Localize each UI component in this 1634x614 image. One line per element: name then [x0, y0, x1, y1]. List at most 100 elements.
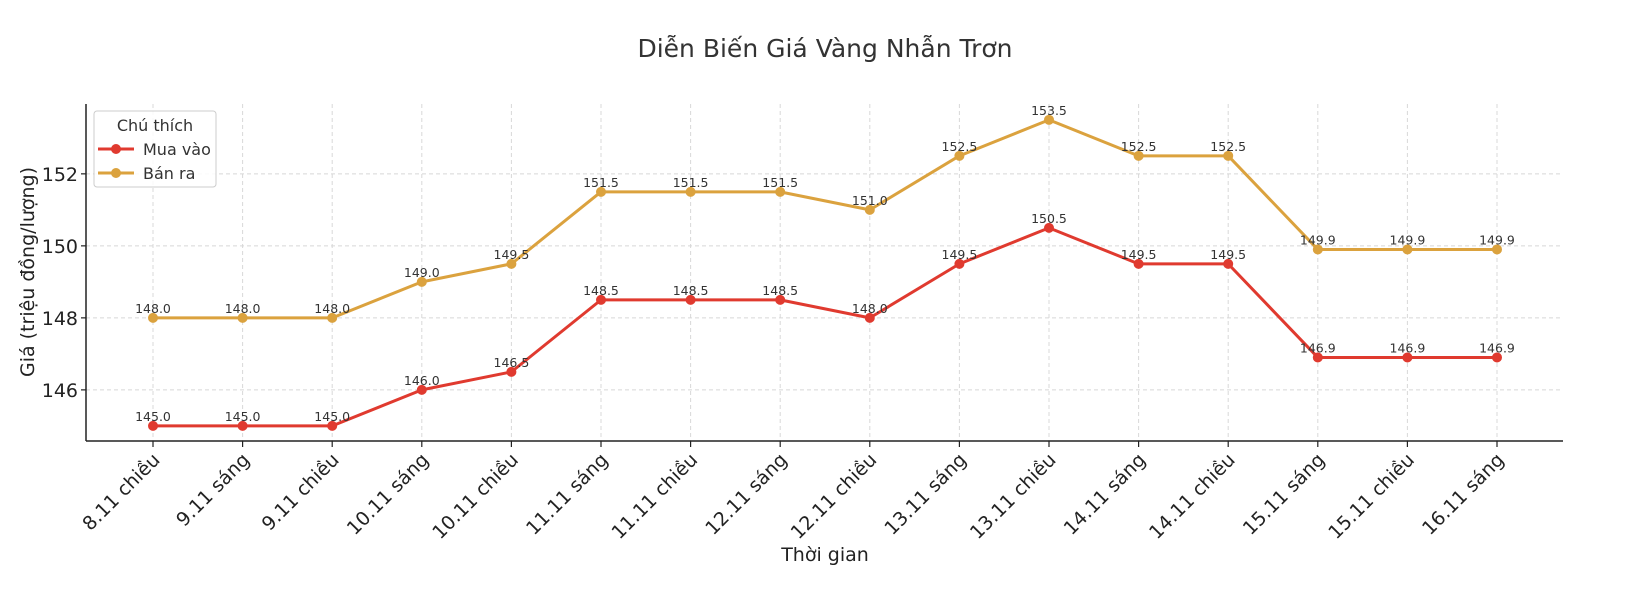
- data-point: [148, 312, 158, 323]
- x-tick-label: 15.11 chiều: [1324, 449, 1419, 544]
- data-label: 152.5: [1210, 139, 1246, 154]
- y-tick-label: 148: [42, 308, 78, 330]
- data-label: 145.0: [225, 409, 261, 424]
- data-label: 149.5: [1121, 247, 1157, 262]
- data-label: 146.0: [404, 373, 440, 388]
- data-label: 146.9: [1479, 340, 1515, 355]
- data-label: 152.5: [942, 139, 978, 154]
- data-point: [775, 294, 786, 305]
- data-label: 146.9: [1300, 340, 1336, 355]
- data-point: [1402, 352, 1413, 363]
- data-point: [327, 420, 338, 431]
- x-axis-label: Thời gian: [780, 544, 869, 566]
- data-point: [416, 276, 427, 287]
- data-labels: 145.0 145.0 145.0 146.0 146.5 148.5 148.5 148.5…: [135, 103, 1515, 424]
- y-tick-label: 150: [42, 236, 78, 258]
- legend-title: Chú thích: [117, 116, 193, 135]
- data-label: 148.5: [762, 283, 798, 298]
- x-tick-label: 15.11 sáng: [1239, 449, 1330, 540]
- data-label: 146.5: [494, 355, 530, 370]
- x-tick-label: 11.11 sáng: [522, 449, 613, 540]
- data-point: [1044, 114, 1054, 125]
- data-point: [596, 294, 606, 305]
- series-line: [153, 226, 1497, 428]
- data-label: 153.5: [1031, 103, 1067, 118]
- data-label: 151.5: [673, 175, 709, 190]
- x-tick-label: 8.11 chiều: [78, 449, 164, 535]
- x-tick-label: 12.11 chiều: [787, 449, 882, 544]
- data-label: 148.5: [673, 283, 709, 298]
- x-tick-label: 13.11 chiều: [966, 449, 1061, 544]
- data-label: 148.0: [225, 301, 261, 316]
- data-point: [864, 312, 875, 323]
- data-point: [954, 150, 965, 161]
- data-point: [506, 366, 517, 377]
- data-point: [954, 258, 965, 269]
- x-tick-label: 10.11 chiều: [428, 449, 523, 544]
- data-label: 149.5: [942, 247, 978, 262]
- data-label: 152.5: [1121, 139, 1157, 154]
- data-point: [864, 204, 875, 215]
- x-tick-label: 16.11 sáng: [1418, 449, 1509, 540]
- data-label: 149.9: [1390, 232, 1426, 247]
- x-tick-label: 13.11 sáng: [880, 449, 971, 540]
- data-label: 151.5: [583, 175, 619, 190]
- series-line: [153, 118, 1497, 320]
- data-point: [1223, 258, 1234, 269]
- data-point: [596, 186, 606, 197]
- data-series: [148, 114, 1502, 431]
- data-point: [1402, 244, 1413, 255]
- legend-item-ban-ra: Bán ra: [98, 164, 195, 183]
- x-tick-label: 14.11 chiều: [1145, 449, 1240, 544]
- legend-box: [93, 110, 217, 188]
- data-label: 149.9: [1479, 232, 1515, 247]
- data-point: [237, 312, 248, 323]
- y-tick-label: 146: [42, 380, 78, 402]
- data-label: 149.0: [404, 265, 440, 280]
- data-point: [1312, 352, 1323, 363]
- data-label: 148.0: [852, 301, 888, 316]
- data-point: [1133, 150, 1144, 161]
- data-label: 149.5: [1210, 247, 1246, 262]
- data-point: [685, 294, 696, 305]
- grid-lines: [86, 104, 1563, 441]
- legend-item-mua-vao: Mua vào: [98, 140, 211, 159]
- data-point: [237, 420, 248, 431]
- data-point: [1133, 258, 1144, 269]
- y-axis-label: Giá (triệu đồng/lượng): [17, 167, 39, 377]
- y-tick-label: 152: [42, 164, 78, 186]
- legend-label: Bán ra: [143, 164, 195, 183]
- data-point: [1044, 222, 1054, 233]
- data-point: [1223, 150, 1234, 161]
- data-label: 149.9: [1300, 232, 1336, 247]
- data-label: 145.0: [135, 409, 171, 424]
- x-tick-label: 10.11 sáng: [343, 449, 434, 540]
- data-point: [1492, 244, 1502, 255]
- data-point: [148, 420, 158, 431]
- x-tick-label: 14.11 sáng: [1060, 449, 1151, 540]
- data-label: 151.0: [852, 193, 888, 208]
- data-label: 145.0: [314, 409, 350, 424]
- data-label: 148.0: [135, 301, 171, 316]
- axes: 146 148 150 152 8.11 chiều 9.11 sáng 9.11 chiề…: [42, 104, 1563, 544]
- data-label: 149.5: [494, 247, 530, 262]
- data-point: [775, 186, 786, 197]
- legend: Chú thích Mua vào Bán ra: [93, 110, 217, 188]
- legend-label: Mua vào: [143, 140, 211, 159]
- chart-title: Diễn Biến Giá Vàng Nhẫn Trơn: [637, 34, 1012, 63]
- data-point: [506, 258, 517, 269]
- data-label: 146.9: [1390, 340, 1426, 355]
- x-tick-label: 9.11 sáng: [172, 449, 254, 531]
- data-point: [1492, 352, 1502, 363]
- data-point: [1312, 244, 1323, 255]
- x-tick-label: 12.11 sáng: [701, 449, 792, 540]
- data-label: 148.0: [314, 301, 350, 316]
- x-tick-label: 9.11 chiều: [258, 449, 344, 535]
- x-tick-label: 11.11 chiều: [607, 449, 702, 544]
- data-label: 151.5: [762, 175, 798, 190]
- data-label: 150.5: [1031, 211, 1067, 226]
- data-label: 148.5: [583, 283, 619, 298]
- data-point: [685, 186, 696, 197]
- data-point: [327, 312, 338, 323]
